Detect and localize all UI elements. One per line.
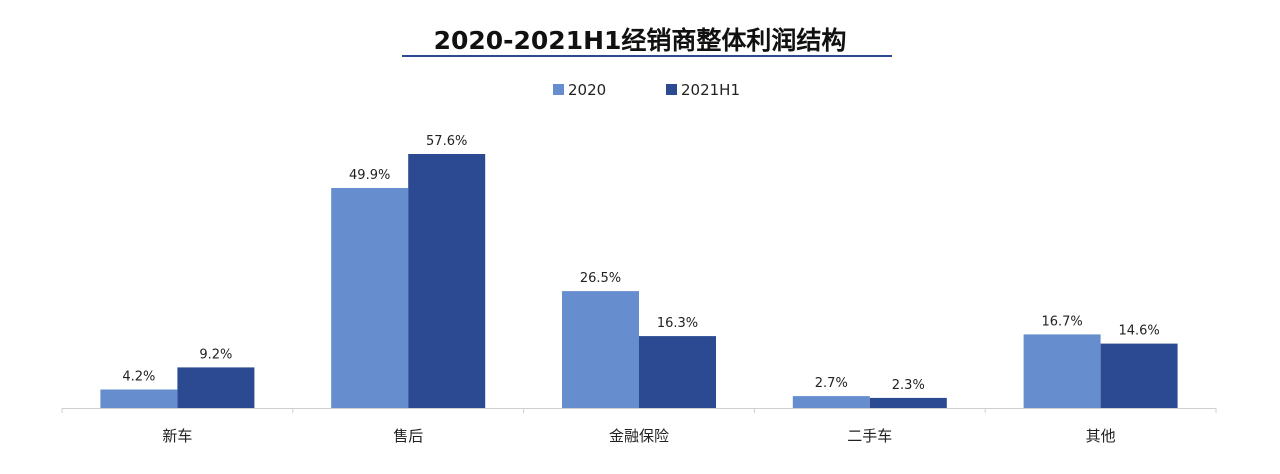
data-label-2020-3: 2.7% (815, 376, 848, 391)
legend-swatch-2020 (553, 84, 564, 95)
bar-2021h1-2 (639, 336, 716, 408)
legend-label-2021h1: 2021H1 (681, 81, 740, 99)
x-tick-label-0: 新车 (162, 427, 192, 445)
x-tick-label-1: 售后 (393, 427, 423, 445)
plot-area: 4.2% 9.2% 新车 49.9% 57.6% 售后 26.5% 16.3% 金融保险 2.7%… (61, 134, 1217, 445)
bar-2021h1-1 (408, 154, 486, 408)
data-label-2021h1-3: 2.3% (892, 378, 925, 393)
legend: 2020 2021H1 (553, 81, 740, 99)
bar-2021h1-0 (177, 367, 255, 408)
x-tick-label-2: 金融保险 (609, 427, 669, 445)
bar-2021h1-3 (869, 397, 947, 408)
x-tick-label-4: 其他 (1086, 427, 1116, 445)
bar-2021h1-4 (1100, 343, 1178, 408)
data-label-2020-1: 49.9% (349, 168, 390, 183)
bar-2020-1 (331, 188, 409, 408)
bar-2020-0 (100, 389, 178, 408)
data-label-2021h1-1: 57.6% (426, 134, 467, 149)
bar-2020-4 (1023, 334, 1101, 408)
chart-title: 2020-2021H1经销商整体利润结构 (434, 26, 847, 55)
bar-2020-3 (792, 396, 870, 408)
legend-label-2020: 2020 (568, 81, 606, 99)
bar-2020-2 (562, 291, 639, 408)
data-label-2020-4: 16.7% (1041, 314, 1082, 329)
data-label-2021h1-2: 16.3% (657, 316, 698, 331)
data-label-2020-2: 26.5% (580, 271, 621, 286)
data-label-2021h1-0: 9.2% (199, 347, 232, 362)
data-label-2021h1-4: 14.6% (1118, 324, 1159, 339)
x-tick-label-3: 二手车 (847, 427, 892, 445)
data-label-2020-0: 4.2% (122, 370, 155, 385)
legend-swatch-2021h1 (666, 84, 677, 95)
